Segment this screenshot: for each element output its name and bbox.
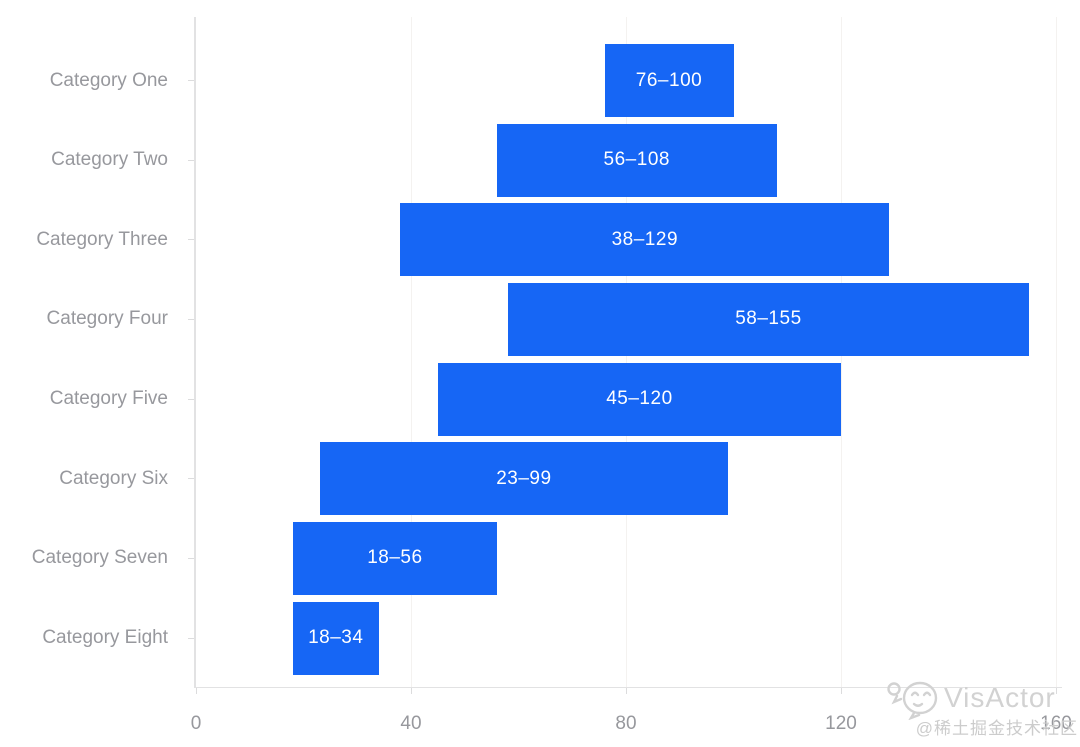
gridline: [1055, 17, 1057, 687]
gridline: [410, 17, 412, 687]
y-tick: [188, 80, 194, 81]
category-label: Category Eight: [42, 627, 168, 648]
visactor-logo-icon: [887, 681, 938, 720]
y-axis-line: [194, 17, 196, 688]
category-label: Category Six: [59, 467, 168, 489]
x-tick: [1055, 688, 1057, 694]
bar-value-label: 56–108: [603, 149, 670, 171]
x-tick: [840, 688, 842, 694]
y-tick: [188, 318, 194, 320]
y-tick: [188, 398, 194, 400]
bar-value-label: 18–34: [308, 627, 364, 648]
category-label: Category One: [49, 69, 168, 91]
bar-value-label: 18–56: [367, 547, 423, 569]
category-label: Category Four: [46, 308, 168, 330]
watermark-brand-text: VisActor: [944, 682, 1056, 713]
bar-value-label: 45–120: [606, 388, 673, 410]
range-bar[interactable]: 45–120: [437, 362, 841, 436]
range-bar[interactable]: 56–108: [497, 123, 777, 197]
category-label: Category Five: [49, 388, 168, 410]
bar-value-label: 38–129: [611, 228, 679, 250]
bar-value-label: 58–155: [735, 308, 802, 330]
x-tick: [195, 688, 197, 694]
y-tick: [188, 637, 194, 639]
category-label: Category Seven: [31, 547, 168, 569]
x-tick-label: 80: [615, 713, 637, 734]
y-tick: [188, 239, 194, 241]
range-bar[interactable]: 58–155: [507, 282, 1030, 356]
range-bar[interactable]: 38–129: [400, 203, 890, 277]
x-tick: [410, 688, 412, 694]
x-tick-label: 40: [400, 713, 422, 734]
y-tick: [188, 478, 194, 480]
x-tick: [625, 688, 627, 694]
range-bar[interactable]: 18–34: [292, 601, 379, 675]
range-bar[interactable]: 23–99: [319, 442, 729, 516]
bar-value-label: 76–100: [635, 69, 703, 91]
bar-value-label: 23–99: [496, 467, 552, 489]
x-tick-label: 120: [825, 713, 857, 734]
category-label: Category Two: [51, 149, 168, 171]
x-axis-line: [194, 687, 1062, 688]
category-label: Category Three: [36, 228, 168, 250]
watermark-credit-text: @稀土掘金技术社区: [915, 719, 1078, 738]
range-bar[interactable]: 76–100: [604, 44, 734, 117]
y-tick: [188, 557, 194, 559]
x-tick-label: 160: [1040, 713, 1072, 734]
range-bar[interactable]: 18–56: [292, 521, 497, 595]
y-tick: [188, 159, 194, 161]
visactor-watermark: VisActor: [884, 676, 1056, 720]
x-tick-label: 0: [190, 713, 202, 734]
